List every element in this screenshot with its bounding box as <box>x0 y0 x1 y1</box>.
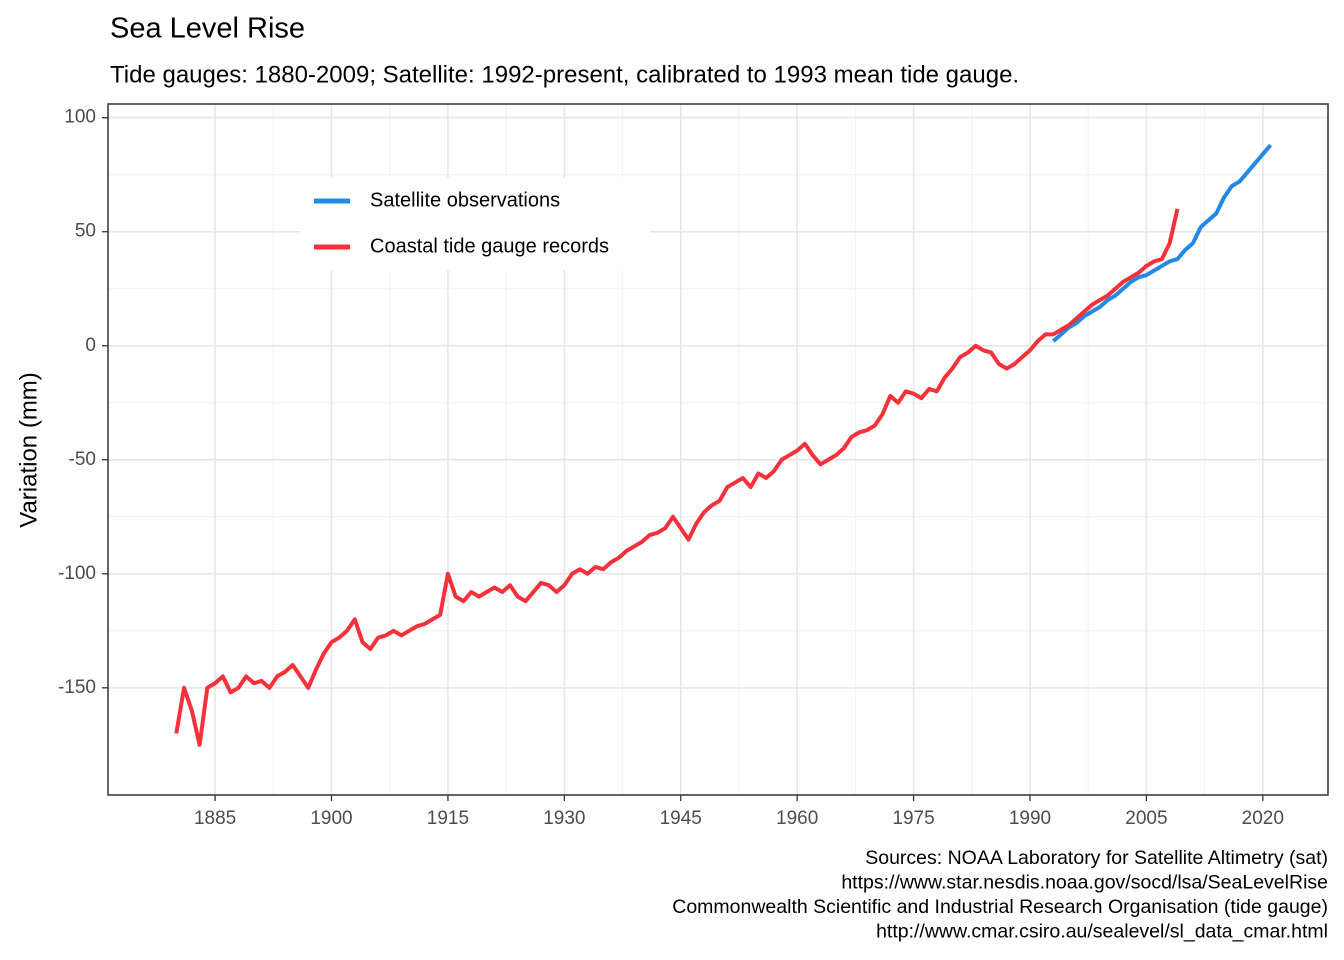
legend-background <box>300 178 650 270</box>
legend-label: Coastal tide gauge records <box>370 235 609 257</box>
legend-label: Satellite observations <box>370 189 560 211</box>
chart-title: Sea Level Rise <box>110 13 305 45</box>
series-line <box>174 208 1180 747</box>
x-tick-label: 1945 <box>660 808 702 829</box>
series-line <box>1051 143 1273 343</box>
x-tick-label: 1885 <box>194 808 236 829</box>
x-tick-label: 1915 <box>427 808 469 829</box>
y-tick-label: 0 <box>85 335 96 356</box>
y-axis-title: Variation (mm) <box>15 372 42 528</box>
y-tick-label: -150 <box>58 677 96 698</box>
y-tick-label: 100 <box>64 107 96 128</box>
x-tick-label: 2005 <box>1125 808 1167 829</box>
y-tick-label: 50 <box>75 221 96 242</box>
x-tick-label: 1960 <box>776 808 818 829</box>
caption-line: Commonwealth Scientific and Industrial R… <box>672 896 1328 918</box>
chart-subtitle: Tide gauges: 1880-2009; Satellite: 1992-… <box>110 61 1019 88</box>
x-tick-label: 1930 <box>543 808 585 829</box>
y-tick-label: -50 <box>69 449 96 470</box>
caption-line: https://www.star.nesdis.noaa.gov/socd/ls… <box>841 872 1328 894</box>
y-tick-label: -100 <box>58 563 96 584</box>
caption-line: http://www.cmar.csiro.au/sealevel/sl_dat… <box>876 921 1328 943</box>
x-tick-label: 2020 <box>1242 808 1284 829</box>
x-tick-label: 1990 <box>1009 808 1051 829</box>
x-tick-label: 1900 <box>310 808 352 829</box>
panel-border <box>107 103 1329 796</box>
caption-line: Sources: NOAA Laboratory for Satellite A… <box>865 847 1328 869</box>
x-tick-label: 1975 <box>892 808 934 829</box>
